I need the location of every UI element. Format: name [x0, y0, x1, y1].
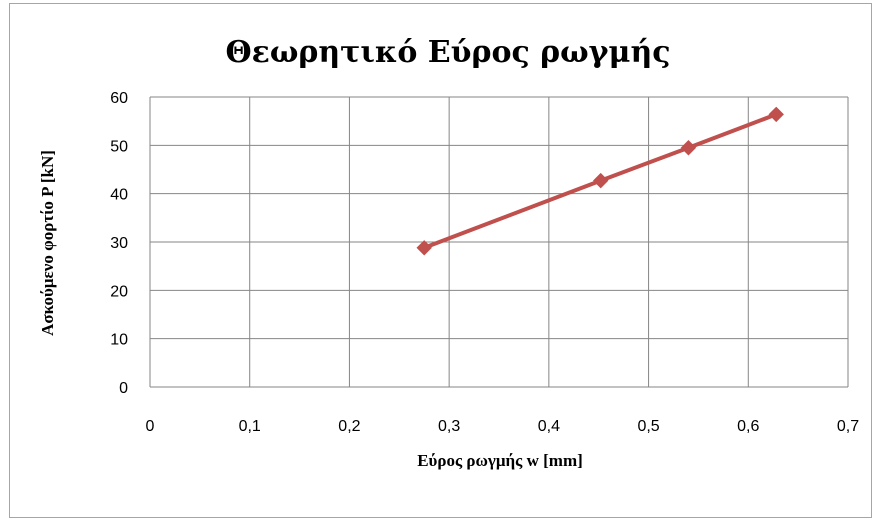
x-tick-label: 0,1	[239, 418, 261, 435]
x-axis-title: Εύρος ρωγμής w [mm]	[417, 451, 583, 470]
y-tick-label: 40	[110, 187, 128, 204]
data-point-marker	[768, 106, 784, 123]
y-tick-label: 30	[110, 235, 128, 252]
chart-title: Θεωρητικό Εύρος ρωγμής	[225, 35, 670, 70]
x-tick-label: 0,5	[637, 418, 659, 435]
x-tick-label: 0,3	[438, 418, 460, 435]
x-tick-label: 0,2	[338, 418, 360, 435]
series-layer	[416, 106, 784, 256]
data-point-marker	[593, 172, 609, 189]
x-tick-label: 0	[146, 418, 155, 435]
y-tick-labels: 0 10 20 30 40 50 60	[110, 90, 128, 397]
data-point-marker	[416, 240, 432, 256]
x-tick-label: 0,7	[837, 418, 859, 435]
y-tick-label: 10	[110, 332, 128, 349]
x-tick-labels: 0 0,1 0,2 0,3 0,4 0,5 0,6 0,7	[146, 418, 860, 435]
chart-frame	[9, 3, 872, 518]
x-tick-label: 0,6	[737, 418, 759, 435]
series-line	[422, 112, 779, 250]
data-point-marker	[680, 140, 697, 156]
grid	[149, 96, 849, 388]
y-tick-label: 0	[119, 380, 128, 397]
x-tick-label: 0,4	[538, 418, 560, 435]
y-axis-title: Ασκούμενο φορτίο P [kN]	[38, 150, 57, 336]
y-tick-label: 60	[110, 90, 128, 107]
y-tick-label: 20	[110, 283, 128, 300]
y-tick-label: 50	[110, 138, 128, 155]
